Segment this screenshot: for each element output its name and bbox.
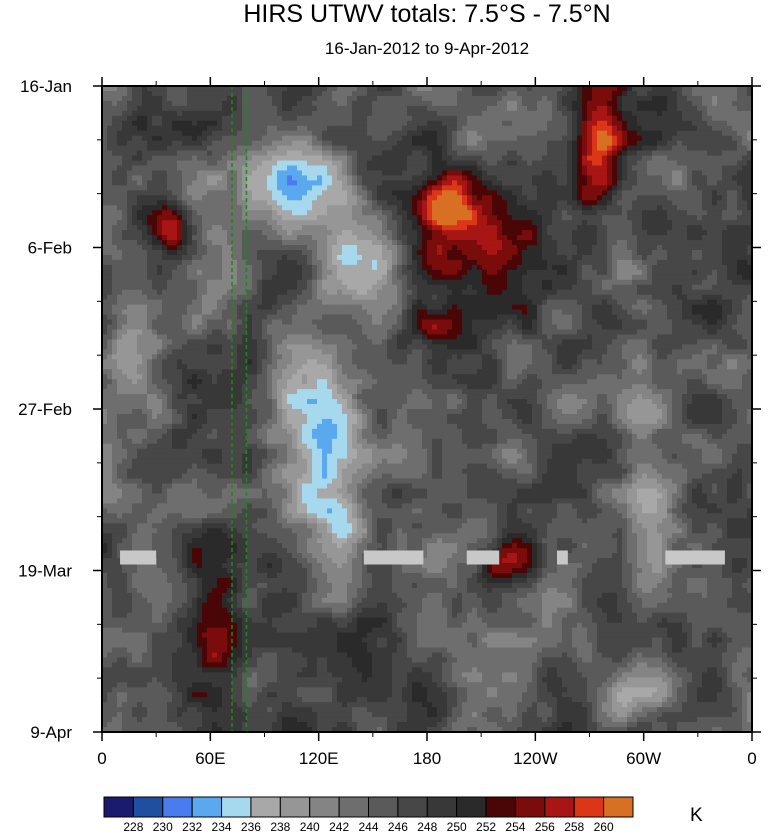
colorbar-label: 240 bbox=[300, 820, 320, 834]
colorbar-label: 232 bbox=[182, 820, 202, 834]
colorbar-swatch bbox=[250, 796, 281, 818]
colorbar-label: 246 bbox=[388, 820, 408, 834]
colorbar-swatch bbox=[368, 796, 399, 818]
colorbar-swatch bbox=[544, 796, 575, 818]
x-tick-label: 180 bbox=[413, 749, 441, 768]
colorbar-label: 234 bbox=[212, 820, 232, 834]
missing-data-bar-4 bbox=[557, 550, 568, 565]
colorbar-label: 236 bbox=[241, 820, 261, 834]
colorbar-label: 248 bbox=[417, 820, 437, 834]
x-tick-label: 120W bbox=[513, 749, 557, 768]
colorbar-label: 242 bbox=[329, 820, 349, 834]
colorbar-swatch bbox=[338, 796, 370, 818]
colorbar-swatch bbox=[426, 796, 458, 818]
colorbar-swatch bbox=[485, 796, 516, 818]
colorbar-swatch bbox=[397, 796, 428, 818]
colorbar-swatch bbox=[162, 796, 193, 818]
colorbar-swatch bbox=[573, 796, 605, 818]
contour-field bbox=[102, 86, 752, 732]
x-tick-label: 0 bbox=[97, 749, 106, 768]
missing-data-bar-3 bbox=[466, 550, 500, 565]
reference-lines bbox=[231, 86, 248, 732]
y-tick-label: 6-Feb bbox=[28, 239, 72, 258]
colorbar-label: 250 bbox=[447, 820, 467, 834]
colorbar-swatch bbox=[221, 796, 252, 818]
x-tick-label: 60W bbox=[626, 749, 661, 768]
colorbar-label: 256 bbox=[535, 820, 555, 834]
colorbar-swatch bbox=[279, 796, 311, 818]
x-tick-label: 120E bbox=[299, 749, 339, 768]
missing-data-bar-5 bbox=[665, 550, 725, 565]
colorbar-label: 252 bbox=[476, 820, 496, 834]
y-tick-label: 16-Jan bbox=[20, 77, 72, 96]
y-tick-label: 9-Apr bbox=[30, 723, 72, 742]
colorbar-swatch bbox=[456, 796, 487, 818]
colorbar-label: 244 bbox=[358, 820, 378, 834]
x-tick-label: 60E bbox=[195, 749, 225, 768]
colorbar-swatch bbox=[132, 796, 164, 818]
colorbar-label: 238 bbox=[270, 820, 290, 834]
colorbar-swatch bbox=[103, 796, 134, 818]
colorbar-swatch bbox=[309, 796, 340, 818]
colorbar-swatch bbox=[603, 796, 634, 818]
colorbar-label: 230 bbox=[153, 820, 173, 834]
colorbar-label: 258 bbox=[564, 820, 584, 834]
axes: 0 60E 120E 180 120W 60W 0 16-Jan 6-Feb 27-Feb 19-M… bbox=[18, 77, 761, 768]
colorbar-label: 228 bbox=[123, 820, 143, 834]
colorbar: 228 230 232 234 236 238 240 242 244 246 248 250 252 2… bbox=[103, 796, 634, 834]
colorbar-units: K bbox=[690, 805, 703, 826]
y-tick-label: 27-Feb bbox=[18, 400, 72, 419]
missing-data bbox=[120, 550, 725, 565]
colorbar-label: 260 bbox=[594, 820, 614, 834]
colorbar-label: 254 bbox=[505, 820, 525, 834]
colorbar-swatch bbox=[514, 796, 546, 818]
chart-title: HIRS UTWV totals: 7.5°S - 7.5°N bbox=[243, 0, 611, 28]
missing-data-bar-1 bbox=[120, 550, 157, 565]
y-tick-label: 19-Mar bbox=[18, 562, 72, 581]
missing-data-bar-2 bbox=[363, 550, 424, 565]
x-tick-label: 0 bbox=[747, 749, 756, 768]
chart-subtitle: 16-Jan-2012 to 9-Apr-2012 bbox=[324, 39, 530, 58]
colorbar-swatch bbox=[191, 796, 223, 818]
